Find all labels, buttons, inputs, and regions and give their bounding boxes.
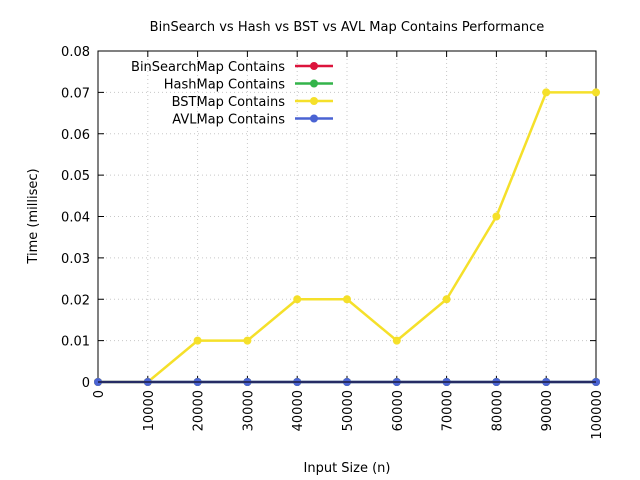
series-bstmap-contains <box>94 88 600 386</box>
legend-label: HashMap Contains <box>164 78 286 93</box>
x-tick-label: 20000 <box>192 390 207 431</box>
legend-label: AVLMap Contains <box>172 113 285 128</box>
x-tick-label: 90000 <box>540 390 555 431</box>
data-point <box>442 295 451 304</box>
legend-swatch-point <box>310 97 318 105</box>
data-point <box>542 88 551 97</box>
legend-swatch-point <box>310 79 318 88</box>
y-tick-label: 0.05 <box>61 169 90 184</box>
x-tick-label: 60000 <box>391 390 406 431</box>
x-tick-label: 40000 <box>291 390 306 431</box>
y-tick-label: 0.06 <box>61 128 90 143</box>
data-point <box>392 336 401 345</box>
x-axis: 0 10000 20000 30000 40000 50000 60000 70000 8000… <box>92 51 605 440</box>
x-tick-label: 100000 <box>590 390 605 440</box>
x-tick-label: 50000 <box>341 390 356 431</box>
data-point <box>243 336 252 345</box>
chart-title: BinSearch vs Hash vs BST vs AVL Map Cont… <box>150 20 545 35</box>
y-tick-label: 0.01 <box>61 335 90 350</box>
x-tick-label: 80000 <box>490 390 505 431</box>
legend-swatch-point <box>310 62 318 70</box>
x-tick-label: 70000 <box>441 390 456 431</box>
x-tick-label: 0 <box>92 390 107 398</box>
legend-swatch-point <box>310 114 318 123</box>
series-group <box>94 88 600 386</box>
y-tick-label: 0.07 <box>61 86 90 101</box>
y-axis: 0 0.01 0.02 0.03 0.04 0.05 0.06 0.07 0.08 <box>61 45 596 391</box>
y-tick-label: 0.04 <box>61 211 90 226</box>
data-point <box>293 295 302 304</box>
y-axis-label: Time (millisec) <box>26 168 41 264</box>
y-tick-label: 0 <box>82 376 90 391</box>
y-tick-label: 0.02 <box>61 293 90 308</box>
x-tick-label: 30000 <box>241 390 256 431</box>
x-tick-label: 10000 <box>142 390 157 431</box>
data-point <box>492 212 501 221</box>
legend-label: BSTMap Contains <box>172 95 286 110</box>
y-tick-label: 0.03 <box>61 252 90 267</box>
legend: BinSearchMap Contains HashMap Contains BST… <box>131 60 333 128</box>
x-axis-label: Input Size (n) <box>304 461 391 476</box>
y-tick-label: 0.08 <box>61 45 90 60</box>
legend-label: BinSearchMap Contains <box>131 60 285 75</box>
data-point <box>592 88 600 97</box>
data-point <box>343 295 351 304</box>
data-point <box>193 336 202 345</box>
